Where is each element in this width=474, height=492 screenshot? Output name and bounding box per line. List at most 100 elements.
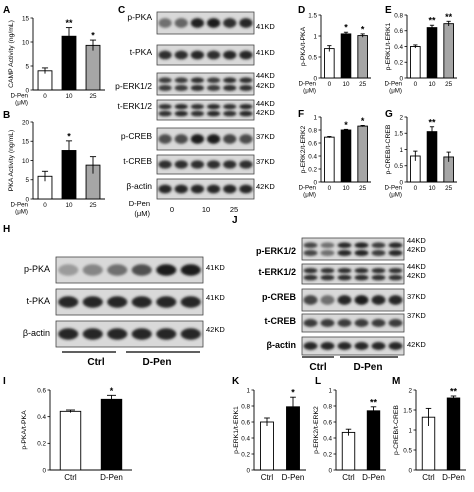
y-tick-label: 0.2 bbox=[323, 451, 332, 458]
y-tick-label: 0.8 bbox=[394, 12, 403, 19]
blot-band bbox=[190, 18, 205, 28]
blot-strip bbox=[156, 11, 255, 35]
blot-h-group-label: D-Pen bbox=[143, 357, 172, 368]
x-tick-label: 10 bbox=[65, 202, 73, 209]
significance-marker: * bbox=[361, 116, 365, 126]
y-axis-label: p-ERK2/t-ERK2 bbox=[313, 406, 320, 454]
blot-band bbox=[239, 134, 253, 144]
y-tick-label: 0.6 bbox=[323, 419, 332, 426]
y-axis-label: CAMP Activity (ng/mL) bbox=[8, 20, 15, 88]
y-tick-label: 20 bbox=[22, 119, 30, 126]
x-tick-label: 0 bbox=[328, 185, 332, 192]
blot-c-row-label: t-PKA bbox=[130, 47, 153, 57]
x-tick-label: 25 bbox=[359, 81, 367, 88]
x-tick-label: 25 bbox=[445, 185, 453, 192]
y-tick-label: 0.8 bbox=[308, 127, 317, 134]
blot-band bbox=[206, 104, 221, 110]
bar-chart-a: 0 5 10 15 CAMP Activity (ng/mL) 0 ** 10 * 25 D-Pen… bbox=[8, 15, 105, 107]
bar bbox=[324, 136, 335, 183]
y-tick-label: 0 bbox=[246, 467, 250, 474]
dose-unit: (μM) bbox=[303, 88, 316, 95]
blot-band bbox=[371, 342, 386, 350]
y-tick-label: 1.5 bbox=[308, 12, 317, 19]
blot-band bbox=[206, 160, 221, 169]
blot-band bbox=[337, 342, 352, 350]
panel-letter-d: D bbox=[298, 5, 305, 16]
blot-band bbox=[190, 184, 205, 194]
y-axis-label: p-ERK1/t-ERK1 bbox=[385, 22, 392, 70]
blot-band bbox=[174, 104, 188, 110]
blot-band bbox=[371, 268, 386, 274]
blot-band bbox=[337, 268, 352, 274]
dose-unit: (μM) bbox=[303, 192, 316, 199]
blot-j-kd-label: 37KD bbox=[407, 292, 426, 301]
blot-band bbox=[190, 134, 205, 144]
blot-band bbox=[337, 319, 352, 327]
y-tick-label: 0.4 bbox=[37, 414, 46, 421]
y-axis-label: p-CREB/t-CREB bbox=[393, 405, 400, 455]
bar-chart-d: 0 0.5 1 1.5p-PKA/t-PKA 0 * 10 * 25 D-Pen(μM) bbox=[298, 12, 371, 95]
blot-band-layer bbox=[55, 11, 405, 356]
bar bbox=[446, 397, 461, 471]
blot-band bbox=[388, 242, 403, 249]
blot-j-row-label: t-ERK1/2 bbox=[258, 267, 296, 277]
dose-unit: (μM) bbox=[15, 100, 28, 107]
blot-band bbox=[158, 18, 172, 28]
bar bbox=[340, 129, 352, 183]
y-tick-label: 1 bbox=[328, 387, 332, 394]
blot-band bbox=[320, 242, 335, 249]
blot-band bbox=[223, 160, 237, 169]
blot-band bbox=[174, 50, 188, 60]
blot-panel-c: p-PKA t-PKA p-ERK1/2 t-ERK1/2 p-CREB t-C… bbox=[115, 12, 275, 218]
blot-panel-j: p-ERK1/2 t-ERK1/2 p-CREB t-CREB β-actin … bbox=[256, 236, 426, 373]
blot-band bbox=[371, 295, 386, 305]
blot-strip bbox=[156, 127, 255, 151]
blot-j-kd-label: 42KD bbox=[407, 271, 426, 280]
bar bbox=[341, 431, 356, 471]
y-tick-label: 10 bbox=[22, 158, 30, 165]
y-tick-label: 0.4 bbox=[323, 435, 332, 442]
y-tick-label: 1 bbox=[313, 114, 317, 121]
x-tick-label: Ctrl bbox=[261, 473, 274, 482]
blot-band bbox=[371, 319, 386, 327]
y-tick-label: 1 bbox=[408, 427, 412, 434]
x-tick-label: D-Pen bbox=[100, 473, 123, 482]
blot-c-kd-label: 42KD bbox=[256, 182, 275, 191]
blot-band bbox=[354, 295, 369, 305]
x-tick-label: Ctrl bbox=[342, 473, 355, 482]
dose-unit: (μM) bbox=[389, 88, 402, 95]
x-tick-label: 25 bbox=[445, 81, 453, 88]
y-tick-label: 0.5 bbox=[403, 447, 412, 454]
significance-marker: ** bbox=[65, 18, 73, 28]
blot-band bbox=[354, 274, 369, 281]
blot-j-group-label: Ctrl bbox=[309, 362, 326, 373]
blot-c-row-label: p-ERK1/2 bbox=[115, 81, 152, 91]
blot-band bbox=[131, 328, 152, 340]
bar bbox=[426, 27, 438, 79]
bar bbox=[357, 35, 368, 79]
blot-c-row-label: t-CREB bbox=[123, 156, 152, 166]
y-tick-label: 2 bbox=[399, 114, 403, 121]
blot-strip bbox=[156, 178, 255, 200]
y-tick-label: 1 bbox=[399, 147, 403, 154]
panel-letter-e: E bbox=[385, 5, 392, 16]
blot-band bbox=[107, 296, 128, 308]
x-tick-label: 25 bbox=[359, 185, 367, 192]
blot-panel-h: p-PKA t-PKA β-actin 41KD 41KD 42KD Ctrl … bbox=[23, 263, 226, 368]
blot-band bbox=[190, 160, 205, 169]
x-tick-label: 10 bbox=[342, 185, 350, 192]
y-tick-label: 0.2 bbox=[394, 60, 403, 67]
y-tick-label: 0.6 bbox=[241, 419, 250, 426]
blot-strip bbox=[156, 44, 255, 66]
blot-band bbox=[158, 134, 172, 144]
y-tick-label: 0 bbox=[399, 75, 403, 82]
bar bbox=[443, 23, 454, 79]
blot-c-dose-level: 10 bbox=[202, 205, 210, 214]
y-axis-label: PKA Activity (ng/mL) bbox=[8, 130, 15, 192]
y-tick-label: 1 bbox=[246, 387, 250, 394]
y-tick-label: 1.5 bbox=[394, 131, 403, 138]
dose-label: D-Pen bbox=[298, 185, 316, 192]
x-tick-label: 25 bbox=[89, 93, 97, 100]
blot-band bbox=[354, 249, 369, 257]
